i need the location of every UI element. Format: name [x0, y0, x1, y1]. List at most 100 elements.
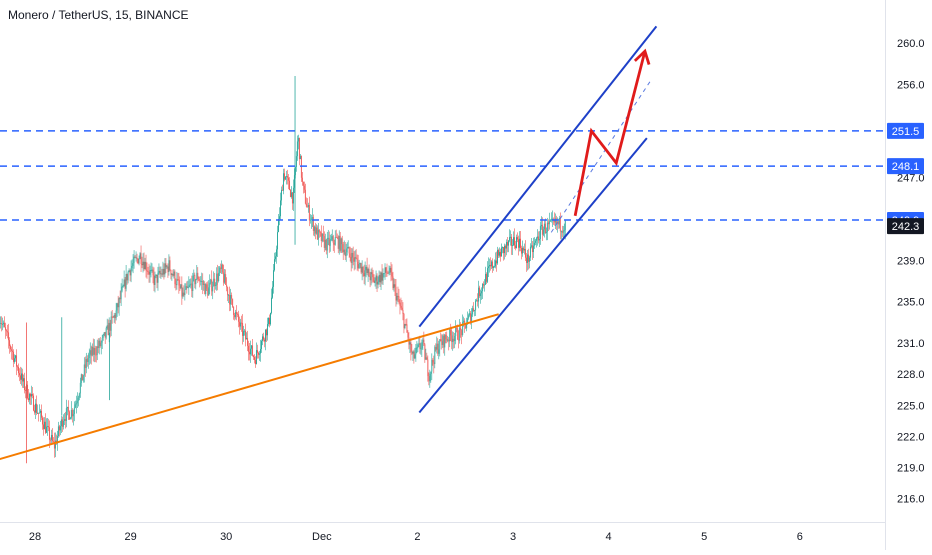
- candle-body: [455, 328, 456, 336]
- candle-body: [511, 237, 512, 246]
- candle-body: [468, 315, 469, 318]
- candle-body: [537, 237, 538, 239]
- candle-body: [140, 253, 141, 258]
- candle-body: [50, 440, 51, 441]
- candle-body: [219, 268, 220, 273]
- candle-body: [540, 226, 541, 239]
- candle-body: [199, 281, 200, 282]
- candle-body: [186, 286, 187, 288]
- candle-body: [366, 267, 367, 270]
- candle-body: [426, 357, 427, 359]
- candle-body: [75, 404, 76, 407]
- candle-body: [277, 232, 278, 249]
- y-tick-label: 219.0: [897, 462, 925, 474]
- candle-body: [93, 347, 94, 355]
- candle-body: [337, 237, 338, 238]
- candle-body: [360, 263, 361, 264]
- candle-body: [317, 228, 318, 240]
- candle-body: [534, 243, 535, 246]
- candle-body: [300, 156, 301, 159]
- candle-body: [145, 262, 146, 269]
- candle-body: [476, 300, 477, 301]
- candle-body: [2, 324, 3, 325]
- candle-body: [21, 374, 22, 380]
- candle-body: [358, 262, 359, 269]
- candle-body: [30, 394, 31, 396]
- candle-body: [254, 357, 255, 360]
- candle-body: [157, 275, 158, 283]
- candle-body: [164, 263, 165, 274]
- candle-body: [505, 246, 506, 249]
- candle-body: [126, 274, 127, 289]
- candle-body: [352, 253, 353, 263]
- candle-body: [432, 360, 433, 362]
- candle-body: [322, 234, 323, 241]
- candle-body: [184, 290, 185, 295]
- candle-body: [527, 255, 528, 263]
- candle-body: [210, 280, 211, 283]
- candle-body: [447, 340, 448, 341]
- candle-body: [267, 324, 268, 335]
- candle-body: [448, 340, 449, 342]
- y-tick-label: 247.0: [897, 172, 925, 184]
- candle-body: [410, 342, 411, 352]
- candle-body: [486, 274, 487, 282]
- candle-body: [344, 250, 345, 253]
- candle-body: [14, 358, 15, 362]
- candle-body: [545, 224, 546, 233]
- candle-body: [83, 375, 84, 380]
- candle-body: [258, 353, 259, 355]
- candle-body: [247, 338, 248, 346]
- candle-body: [459, 328, 460, 341]
- candle-body: [287, 176, 288, 177]
- candle-body: [19, 373, 20, 375]
- candle-body: [246, 338, 247, 339]
- candle-body: [461, 330, 462, 335]
- candle-body: [325, 240, 326, 248]
- candle-body: [0, 323, 1, 324]
- candle-body: [554, 220, 555, 222]
- candle-body: [433, 362, 434, 364]
- candle-body: [498, 250, 499, 256]
- candle-body: [123, 286, 124, 287]
- candle-body: [307, 207, 308, 208]
- candle-body: [147, 270, 148, 271]
- candle-body: [329, 238, 330, 246]
- candle-body: [332, 236, 333, 239]
- candle-body: [176, 279, 177, 285]
- candle-body: [424, 344, 425, 359]
- candle-body: [429, 374, 430, 381]
- candle-body: [138, 259, 139, 264]
- candle-body: [103, 335, 104, 338]
- candle-body: [232, 299, 233, 307]
- candle-body: [102, 338, 103, 343]
- candle-body: [480, 293, 481, 296]
- candle-body: [502, 247, 503, 248]
- candle-body: [524, 249, 525, 250]
- candle-body: [477, 300, 478, 301]
- candle-body: [463, 321, 464, 322]
- candle-body: [548, 223, 549, 225]
- candle-body: [195, 279, 196, 284]
- candle-body: [331, 239, 332, 240]
- candle-body: [153, 270, 154, 276]
- candle-body: [550, 220, 551, 221]
- candle-body: [154, 275, 155, 285]
- candle-body: [305, 190, 306, 204]
- candle-body: [9, 340, 10, 346]
- candle-body: [234, 315, 235, 317]
- candle-body: [133, 263, 134, 266]
- candle-body: [319, 230, 320, 232]
- candle-body: [52, 435, 53, 441]
- candle-body: [259, 354, 260, 355]
- candle-body: [11, 349, 12, 350]
- x-tick-label: 4: [606, 531, 612, 543]
- candle-body: [203, 284, 204, 285]
- candle-body: [314, 227, 315, 231]
- candle-body: [120, 298, 121, 299]
- candle-body: [290, 190, 291, 197]
- candle-body: [328, 238, 329, 239]
- candle-body: [68, 407, 69, 412]
